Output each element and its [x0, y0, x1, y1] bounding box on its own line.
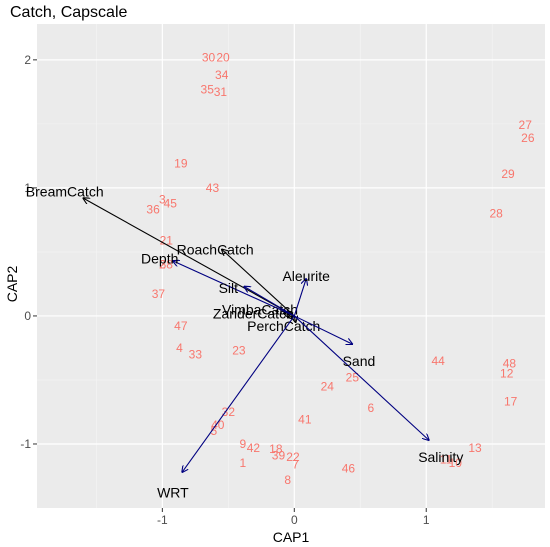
y-axis-title: CAP2 [4, 266, 20, 303]
site-label-48: 48 [503, 356, 517, 370]
site-label-45: 45 [164, 196, 178, 210]
species-arrow-perchcatch [294, 316, 295, 322]
site-label-3: 3 [159, 192, 166, 206]
site-label-12: 12 [500, 367, 514, 381]
site-label-43: 43 [206, 181, 220, 195]
site-label-10: 10 [449, 456, 463, 470]
site-label-2: 2 [159, 258, 166, 272]
site-label-17: 17 [504, 395, 518, 409]
major-grid [37, 24, 545, 508]
site-label-21: 21 [160, 233, 174, 247]
site-label-20: 20 [216, 50, 230, 64]
site-label-32: 32 [222, 405, 236, 419]
species-label-vimbacatch: VimbaCatch [222, 302, 298, 318]
site-label-6: 6 [367, 401, 374, 415]
site-label-29: 29 [501, 167, 515, 181]
env-label-silt: Silt [219, 280, 239, 296]
chart-title: Catch, Capscale [10, 4, 127, 21]
site-label-24: 24 [321, 379, 335, 393]
env-arrow-silt [244, 286, 295, 317]
site-label-1: 1 [239, 456, 246, 470]
site-label-44: 44 [431, 354, 445, 368]
x-tick-label: 0 [291, 513, 298, 527]
x-axis: -1 0 1 [157, 508, 430, 527]
site-label-7: 7 [292, 457, 299, 471]
env-label-depth: Depth [141, 250, 178, 266]
env-arrow-depth [173, 261, 295, 317]
site-label-22: 22 [286, 450, 300, 464]
site-label-18: 18 [269, 442, 283, 456]
site-label-27: 27 [519, 118, 533, 132]
y-tick-label: 2 [24, 53, 31, 67]
site-label-19: 19 [174, 157, 188, 171]
species-arrow-breamcatch [83, 198, 295, 317]
y-tick-label: 1 [24, 181, 31, 195]
site-label-38: 38 [160, 258, 174, 272]
species-label-roachcatch: RoachCatch [177, 241, 254, 257]
site-label-37: 37 [152, 287, 166, 301]
x-tick-label: 1 [423, 513, 430, 527]
site-label-31: 31 [214, 85, 228, 99]
env-arrow-salinity [293, 315, 429, 440]
minor-grid [37, 24, 545, 508]
site-label-30: 30 [202, 50, 216, 64]
site-label-33: 33 [189, 347, 203, 361]
site-label-35: 35 [201, 82, 215, 96]
x-tick-label: -1 [157, 513, 168, 527]
site-label-39: 39 [272, 449, 286, 463]
plot-panel [37, 24, 545, 508]
site-label-28: 28 [489, 207, 503, 221]
site-label-25: 25 [346, 370, 360, 384]
site-label-36: 36 [146, 203, 160, 217]
site-label-47: 47 [174, 319, 188, 333]
site-label-42: 42 [247, 441, 261, 455]
species-label-zandercatch: ZanderCatch [213, 305, 294, 321]
environment-arrows: Depth Silt Aleurite Sand Salinity WRT [141, 250, 463, 500]
y-axis: -1 0 1 2 [20, 53, 37, 451]
species-arrows: BreamCatch RoachCatch VimbaCatchZanderCatc… [26, 184, 321, 334]
env-label-salinity: Salinity [418, 449, 463, 465]
species-arrow-roachcatch [222, 249, 295, 317]
site-label-40: 40 [211, 418, 225, 432]
site-label-8: 8 [284, 473, 291, 487]
species-label-perchcatch: PerchCatch [247, 318, 320, 334]
site-label-26: 26 [521, 131, 535, 145]
env-label-sand: Sand [343, 353, 376, 369]
env-arrow-aleurite [293, 279, 306, 317]
site-label-5: 5 [210, 424, 217, 438]
site-label-9: 9 [239, 437, 246, 451]
env-label-wrt: WRT [157, 485, 189, 501]
site-label-23: 23 [232, 344, 246, 358]
env-label-aleurite: Aleurite [282, 268, 330, 284]
env-arrow-sand [294, 315, 352, 344]
y-tick-label: 0 [24, 309, 31, 323]
site-label-4: 4 [176, 341, 183, 355]
species-label-breamcatch: BreamCatch [26, 184, 104, 200]
x-axis-title: CAP1 [273, 529, 310, 545]
y-tick-label: -1 [20, 437, 31, 451]
site-label-13: 13 [468, 441, 482, 455]
env-arrow-wrt [182, 315, 295, 472]
site-label-41: 41 [298, 413, 312, 427]
site-label-11: 11 [440, 452, 453, 466]
site-label-34: 34 [215, 68, 229, 82]
site-label-46: 46 [342, 461, 356, 475]
